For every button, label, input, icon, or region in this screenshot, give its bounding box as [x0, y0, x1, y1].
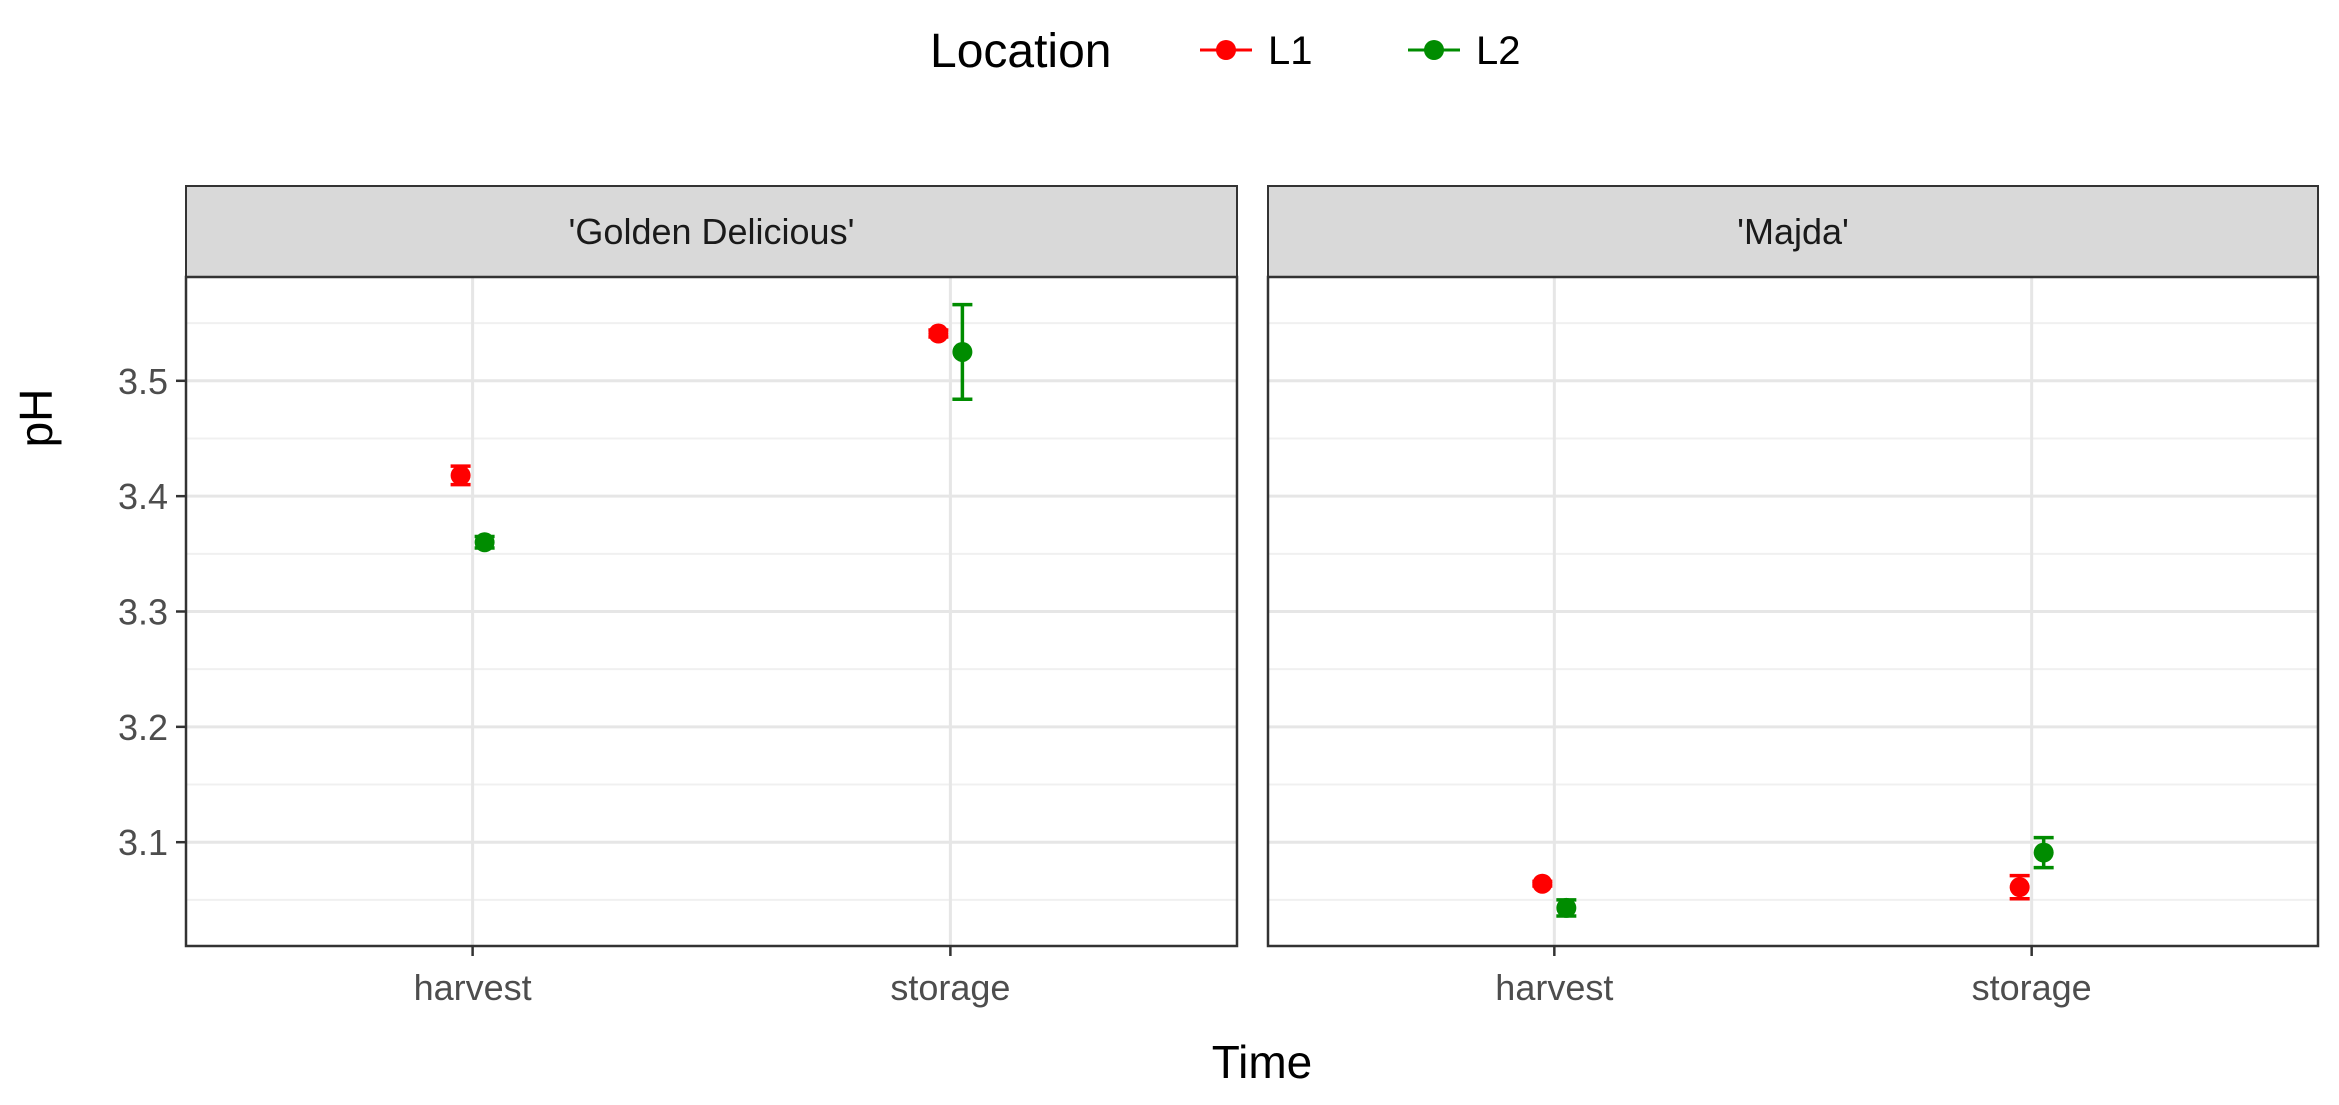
y-tick-label: 3.1	[118, 822, 168, 863]
panel-border	[1266, 275, 2320, 948]
y-tick-label: 3.2	[118, 707, 168, 748]
y-axis: 3.1 3.2 3.3 3.4 3.5	[118, 361, 186, 863]
panel-1: 'Majda' harvest storage	[1266, 185, 2320, 1008]
legend-title: Location	[930, 25, 1111, 78]
y-tick-label: 3.5	[118, 361, 168, 402]
data-point-L1-harvest	[1532, 873, 1553, 894]
panel-title: 'Majda'	[1737, 211, 1849, 252]
point-marker	[2009, 877, 2030, 898]
x-axis-title: Time	[1212, 1036, 1313, 1088]
data-point-L1-storage	[928, 323, 949, 344]
panel-title: 'Golden Delicious'	[569, 211, 855, 252]
y-axis-title: pH	[10, 389, 62, 448]
x-tick-label: storage	[1972, 967, 2092, 1008]
point-marker	[474, 532, 495, 553]
data-point-L2-harvest	[474, 532, 495, 553]
point-marker	[928, 323, 949, 344]
legend-key-point-L1	[1216, 40, 1236, 60]
data-point-L2-storage	[952, 302, 973, 402]
data-point-L1-harvest	[450, 464, 471, 487]
legend-key-point-L2	[1424, 40, 1444, 60]
data-point-L2-storage	[2033, 835, 2054, 870]
panel-strip	[1267, 185, 2319, 278]
x-tick-label: storage	[890, 967, 1010, 1008]
x-tick-label: harvest	[414, 967, 532, 1008]
point-marker	[2033, 842, 2054, 863]
legend-label-L2: L2	[1476, 29, 1521, 73]
panels: 'Golden Delicious' harvest storage 'Majda' h…	[184, 185, 2320, 1008]
panel-strip	[185, 185, 1238, 278]
panel-0: 'Golden Delicious' harvest storage	[184, 185, 1239, 1008]
point-marker	[952, 341, 973, 362]
legend-label-L1: L1	[1268, 29, 1313, 73]
y-tick-label: 3.4	[118, 476, 168, 517]
point-marker	[1532, 873, 1553, 894]
point-marker	[1556, 897, 1577, 918]
legend: Location L1 L2	[930, 25, 1521, 78]
data-point-L1-storage	[2009, 873, 2030, 901]
point-marker	[450, 465, 471, 486]
y-tick-label: 3.3	[118, 592, 168, 633]
x-tick-label: harvest	[1495, 967, 1613, 1008]
data-point-L2-harvest	[1556, 897, 1577, 918]
